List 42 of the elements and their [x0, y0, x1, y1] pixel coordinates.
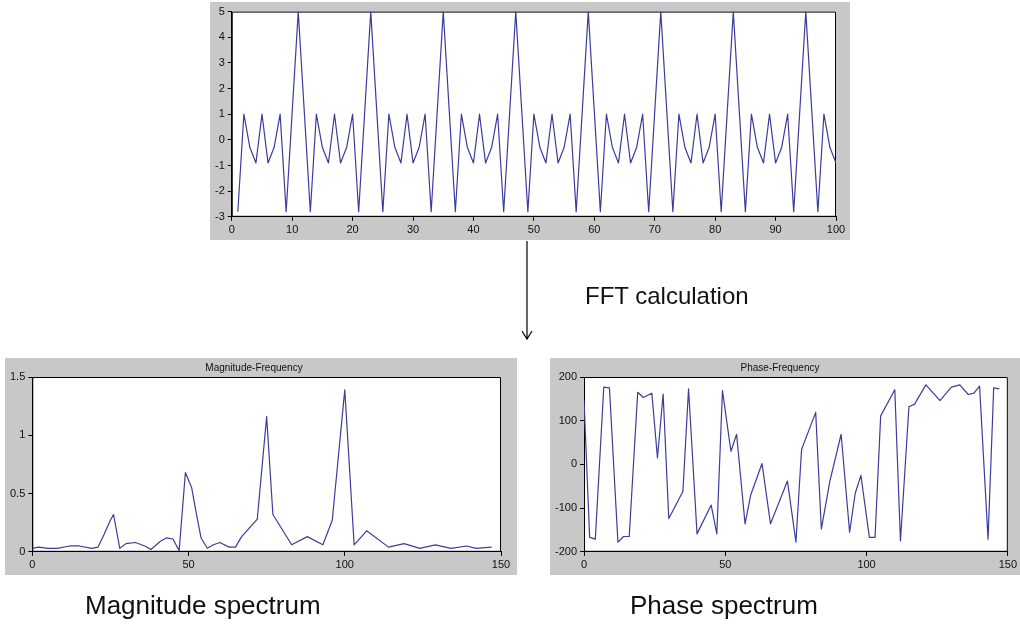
x-tick-label: 20	[346, 223, 359, 236]
y-tick-label: 0	[570, 457, 578, 470]
y-tick-label: -3	[215, 209, 225, 222]
y-tick-label: 100	[558, 413, 578, 426]
x-tick-label: 80	[709, 223, 722, 236]
y-tick-label: -200	[554, 544, 578, 557]
x-tick-label: 0	[580, 558, 588, 571]
x-tick-label: 100	[857, 558, 876, 571]
y-tick-label: 0	[19, 544, 26, 557]
x-tick-label: 40	[467, 223, 480, 236]
x-tick-label: 50	[182, 558, 195, 571]
x-tick-label: 150	[998, 558, 1017, 571]
y-tick-label: 0.5	[9, 486, 26, 499]
y-tick-label: 3	[218, 55, 225, 68]
y-tick-label: -2	[215, 184, 225, 197]
y-tick-label: 1	[218, 107, 225, 120]
y-tick-label: 0	[218, 132, 225, 145]
x-tick-label: 150	[491, 558, 511, 571]
x-tick-label: 10	[286, 223, 299, 236]
y-tick-label: 5	[218, 4, 225, 17]
x-tick-label: 60	[588, 223, 601, 236]
x-tick-label: 90	[769, 223, 782, 236]
text: Magnitude spectrum	[85, 590, 321, 621]
y-tick-label: -1	[215, 158, 225, 171]
x-tick-label: 100	[826, 223, 846, 236]
y-tick-label: -100	[554, 501, 578, 514]
text: Phase spectrum	[630, 590, 818, 621]
y-tick-label: 1.5	[9, 370, 26, 383]
y-tick-label: 2	[218, 81, 225, 94]
x-tick-label: 0	[29, 558, 36, 571]
x-tick-label: 0	[228, 223, 235, 236]
y-tick-label: 4	[218, 30, 225, 43]
x-tick-label: 50	[719, 558, 732, 571]
chart-title: Phase-Frequency	[740, 361, 820, 373]
x-tick-label: 50	[527, 223, 541, 236]
y-tick-label: 1	[19, 428, 26, 441]
text: FFT calculation	[585, 282, 749, 310]
chart-title: Magnitude-Frequency	[205, 361, 303, 373]
x-tick-label: 30	[406, 223, 420, 236]
y-tick-label: 200	[558, 370, 578, 383]
x-tick-label: 100	[335, 558, 354, 571]
x-tick-label: 70	[648, 223, 661, 236]
